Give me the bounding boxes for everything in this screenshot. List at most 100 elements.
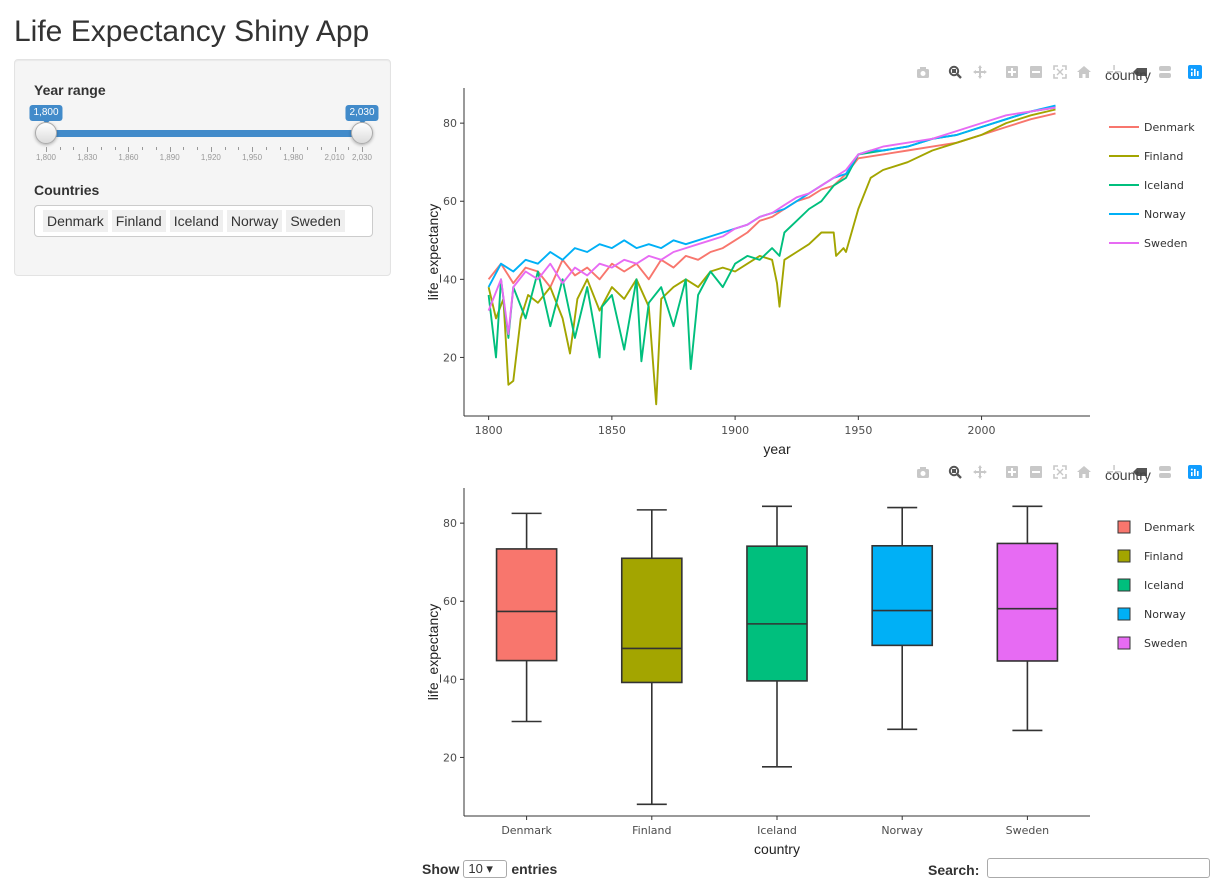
slider-major-tick — [128, 147, 130, 152]
zoom-icon[interactable] — [948, 65, 962, 79]
box-body[interactable] — [746, 545, 808, 682]
sidebar-panel: Year range 1,800 2,030 1,800 1,830 1,860 1,… — [14, 59, 391, 276]
box-body[interactable] — [871, 544, 934, 647]
legend-item-sweden[interactable]: Sweden — [1117, 636, 1187, 650]
slider-minor-tick — [238, 147, 240, 150]
x-tick-label: 1850 — [598, 424, 626, 437]
series-line-finland[interactable] — [487, 108, 1056, 406]
legend-label: Sweden — [1144, 637, 1187, 650]
app-title: Life Expectancy Shiny App — [14, 15, 370, 48]
legend-item-iceland[interactable]: Iceland — [1109, 179, 1184, 192]
legend-item-norway[interactable]: Norway — [1117, 607, 1186, 621]
countries-label: Countries — [34, 182, 100, 198]
plot-modebar — [413, 58, 1225, 88]
slider-grid-label: 2,010 — [324, 153, 345, 162]
slider-major-tick — [210, 147, 212, 152]
series-line-sweden[interactable] — [487, 106, 1056, 335]
camera-icon[interactable] — [916, 65, 930, 79]
reset-axes-icon[interactable] — [1077, 65, 1091, 79]
year-range-slider[interactable]: 1,800 2,030 1,800 1,830 1,860 1,890 1,920 1,9… — [29, 105, 379, 167]
slider-grid: 1,800 1,830 1,860 1,890 1,920 1,950 1,980 2,010… — [35, 147, 375, 167]
plotly-logo-icon[interactable] — [1188, 465, 1202, 479]
slider-minor-tick — [100, 147, 102, 150]
box-sweden[interactable] — [996, 505, 1059, 732]
y-axis-title: life_expectancy — [425, 604, 441, 701]
slider-handle-to[interactable] — [351, 122, 373, 144]
slider-to-value: 2,030 — [345, 105, 379, 124]
country-chip[interactable]: Norway — [226, 210, 283, 232]
legend-box-swatch — [1117, 520, 1131, 534]
legend-item-iceland[interactable]: Iceland — [1117, 578, 1184, 592]
hover-compare-icon[interactable] — [1157, 65, 1171, 79]
zoom-in-icon[interactable] — [1005, 65, 1019, 79]
camera-icon[interactable] — [916, 465, 930, 479]
box-iceland[interactable] — [746, 505, 808, 768]
autoscale-icon[interactable] — [1053, 65, 1067, 79]
country-chip[interactable]: Iceland — [169, 210, 223, 232]
y-tick-label: 60 — [443, 595, 457, 608]
box-denmark[interactable] — [495, 512, 558, 723]
slider-selected-bar[interactable] — [46, 130, 362, 137]
series-line-denmark[interactable] — [487, 112, 1056, 289]
box-chart-panel: 20 40 60 80 life_expectancy Denmark Finland Ice… — [413, 458, 1225, 858]
length-value: 10 — [468, 861, 483, 876]
slider-minor-tick — [265, 147, 267, 150]
y-tick-label: 20 — [443, 351, 457, 364]
legend-item-norway[interactable]: Norway — [1109, 208, 1186, 221]
hover-closest-icon[interactable] — [1133, 465, 1147, 479]
legend-item-denmark[interactable]: Denmark — [1109, 121, 1195, 134]
countries-multiselect[interactable]: Denmark Finland Iceland Norway Sweden — [34, 205, 373, 237]
box-norway[interactable] — [871, 506, 934, 731]
plotly-logo-icon[interactable] — [1188, 65, 1202, 79]
legend-item-finland[interactable]: Finland — [1117, 549, 1183, 563]
zoom-in-icon[interactable] — [1005, 465, 1019, 479]
search-input[interactable] — [987, 858, 1210, 878]
box-finland[interactable] — [620, 509, 683, 806]
zoom-out-icon[interactable] — [1029, 465, 1043, 479]
line-chart-panel: 20 40 60 80 life_expectancy 1800 1850 1900 1950 2… — [413, 58, 1225, 458]
x-axis-title: country — [754, 841, 800, 857]
y-tick-label: 80 — [443, 117, 457, 130]
box-chart[interactable]: 20 40 60 80 life_expectancy Denmark Finland Ice… — [413, 458, 1225, 858]
y-tick-label: 40 — [443, 673, 457, 686]
legend-item-finland[interactable]: Finland — [1109, 150, 1183, 163]
slider-minor-tick — [59, 147, 61, 150]
country-chip[interactable]: Finland — [111, 210, 166, 232]
length-select[interactable]: 10 ▾ — [463, 860, 508, 878]
slider-minor-tick — [183, 147, 185, 150]
pan-icon[interactable] — [973, 65, 987, 79]
reset-axes-icon[interactable] — [1077, 465, 1091, 479]
box-body[interactable] — [996, 542, 1059, 662]
slider-grid-label: 1,920 — [200, 153, 221, 162]
slider-major-tick — [334, 147, 336, 152]
box-body[interactable] — [495, 548, 558, 662]
series-line-iceland[interactable] — [487, 106, 1056, 371]
legend-label: Sweden — [1144, 237, 1187, 250]
spike-lines-icon[interactable] — [1107, 465, 1121, 479]
slider-handle-from[interactable] — [35, 122, 57, 144]
zoom-out-icon[interactable] — [1029, 65, 1043, 79]
slider-grid-label: 1,890 — [159, 153, 180, 162]
line-chart[interactable]: 20 40 60 80 life_expectancy 1800 1850 1900 1950 2… — [413, 58, 1225, 458]
legend-label: Iceland — [1144, 179, 1184, 192]
series-line-norway[interactable] — [487, 104, 1056, 288]
box-body[interactable] — [620, 557, 683, 684]
legend-label: Denmark — [1144, 521, 1195, 534]
legend-item-sweden[interactable]: Sweden — [1109, 237, 1187, 250]
hover-compare-icon[interactable] — [1157, 465, 1171, 479]
slider-major-tick — [362, 147, 363, 152]
legend-item-denmark[interactable]: Denmark — [1117, 520, 1195, 534]
spike-lines-icon[interactable] — [1107, 65, 1121, 79]
legend-label: Finland — [1144, 550, 1183, 563]
hover-closest-icon[interactable] — [1133, 65, 1147, 79]
zoom-icon[interactable] — [948, 465, 962, 479]
country-chip[interactable]: Sweden — [286, 210, 345, 232]
slider-from-value: 1,800 — [29, 105, 63, 124]
x-tick-label: 1900 — [721, 424, 749, 437]
autoscale-icon[interactable] — [1053, 465, 1067, 479]
slider-major-tick — [252, 147, 254, 152]
country-chip[interactable]: Denmark — [43, 210, 108, 232]
pan-icon[interactable] — [973, 465, 987, 479]
legend-box-swatch — [1117, 607, 1131, 621]
legend-box-swatch — [1117, 636, 1131, 650]
